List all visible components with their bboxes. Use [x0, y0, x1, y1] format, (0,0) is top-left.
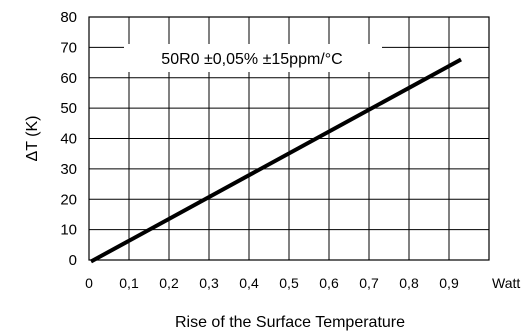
x-tick-label: 0,1	[119, 275, 139, 291]
y-tick-label: 30	[60, 161, 77, 178]
x-tick-label: 0,6	[319, 275, 339, 291]
y-tick-label: 0	[69, 252, 77, 269]
series-line	[90, 57, 462, 264]
x-tick-labels: 0 0,1 0,2 0,3 0,4 0,5 0,6 0,7 0,8 0,9	[85, 275, 459, 291]
x-tick-label: 0,8	[399, 275, 419, 291]
x-tick-label: 0,9	[439, 275, 459, 291]
y-tick-label: 60	[60, 70, 77, 87]
plot-frame	[88, 16, 490, 261]
y-tick-label: 70	[60, 39, 77, 56]
annotation-background	[124, 44, 382, 72]
x-tick-label: 0	[85, 275, 93, 291]
x-tick-label: 0,3	[199, 275, 219, 291]
y-tick-labels: 0 10 20 30 40 50 60 70 80	[60, 9, 77, 269]
x-tick-label: 0,7	[359, 275, 379, 291]
y-axis-label: ΔT (K)	[24, 116, 41, 162]
y-tick-label: 40	[60, 131, 77, 148]
y-tick-label: 10	[60, 222, 77, 239]
y-tick-label: 20	[60, 191, 77, 208]
y-tick-label: 80	[60, 9, 77, 26]
x-axis-label: Rise of the Surface Temperature	[175, 314, 405, 331]
y-tick-label: 50	[60, 100, 77, 117]
x-tick-label: 0,5	[279, 275, 299, 291]
x-tick-label: 0,4	[239, 275, 259, 291]
annotation-text: 50R0 ±0,05% ±15ppm/°C	[161, 51, 342, 68]
x-tick-label: 0,2	[159, 275, 179, 291]
x-unit-label: Watt	[492, 275, 520, 291]
